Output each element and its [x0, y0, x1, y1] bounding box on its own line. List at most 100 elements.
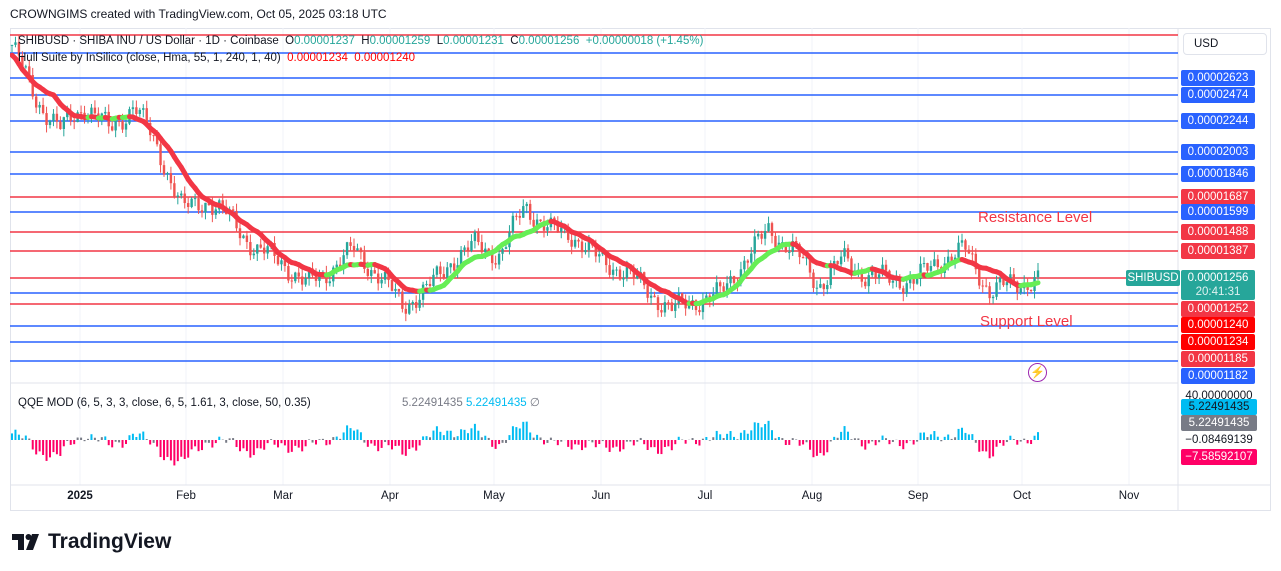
qqe-bar — [114, 440, 117, 442]
qqe-bar — [1012, 439, 1015, 440]
qqe-bar — [453, 437, 456, 440]
candle-body — [535, 219, 539, 227]
qqe-bar — [850, 439, 853, 440]
candle-body — [463, 247, 466, 250]
candle-body — [325, 272, 328, 284]
candle-body — [622, 277, 625, 280]
qqe-bar — [836, 437, 839, 440]
qqe-bar — [598, 440, 601, 445]
qqe-bar — [771, 430, 773, 440]
qqe-bar — [24, 435, 27, 440]
candle-body — [435, 266, 439, 275]
qqe-bar — [729, 431, 732, 440]
qqe-bar — [995, 440, 998, 447]
time-label: Nov — [1118, 490, 1140, 502]
qqe-bar — [435, 426, 438, 440]
candle-body — [135, 107, 138, 114]
qqe-bar — [567, 440, 570, 447]
candle-body — [390, 280, 394, 291]
candle-body — [314, 275, 318, 281]
hull-value-2: 0.00001240 — [354, 52, 416, 64]
qqe-bar — [315, 440, 317, 445]
qqe-bar — [539, 437, 542, 440]
qqe-bar — [601, 440, 604, 442]
tradingview-logo[interactable]: TradingView — [12, 530, 171, 554]
candle-body — [964, 240, 967, 250]
qqe-bar — [518, 428, 521, 440]
qqe-bar — [705, 436, 708, 440]
candle-body — [556, 222, 560, 232]
candle-body — [974, 253, 978, 270]
candle-body — [518, 215, 522, 218]
qqe-bar — [214, 440, 217, 444]
currency-selector[interactable]: USD — [1183, 33, 1267, 55]
qqe-bar — [125, 440, 127, 445]
qqe-bar — [21, 438, 24, 440]
candle-body — [774, 235, 777, 248]
qqe-bar — [843, 426, 846, 440]
candle-body — [981, 285, 984, 287]
candle-body — [971, 253, 974, 255]
qqe-bar — [76, 437, 79, 440]
lightning-icon[interactable]: ⚡ — [1028, 363, 1047, 382]
candle-body — [52, 113, 55, 121]
qqe-bar — [857, 438, 860, 440]
qqe-bar — [318, 439, 321, 440]
candle-body — [594, 245, 598, 257]
candle-body — [114, 121, 117, 131]
candle-body — [138, 109, 142, 114]
qqe-legend[interactable]: QQE MOD (6, 5, 3, 3, close, 6, 5, 1.61, … — [18, 395, 540, 409]
qqe-bar — [180, 440, 183, 457]
candle-body — [846, 248, 850, 259]
bar-countdown: 20:41:31 — [1195, 286, 1241, 298]
qqe-bar — [660, 440, 663, 455]
time-label: Jul — [697, 490, 713, 502]
qqe-bar — [1016, 440, 1019, 445]
qqe-bar — [978, 440, 981, 452]
candle-body — [636, 275, 639, 279]
qqe-bar — [149, 440, 152, 445]
candle-body — [356, 248, 359, 251]
candle-body — [729, 276, 732, 284]
candle-body — [663, 302, 667, 313]
qqe-bar — [581, 440, 583, 451]
qqe-bar — [881, 435, 884, 440]
candle-body — [397, 288, 401, 292]
candle-body — [805, 257, 808, 259]
candle-body — [335, 264, 338, 268]
candle-body — [28, 66, 31, 76]
qqe-bar — [256, 440, 259, 449]
candle-body — [815, 287, 819, 289]
qqe-bar — [128, 435, 131, 440]
chart-frame — [10, 28, 1271, 511]
qqe-bar — [349, 428, 352, 440]
candle-body — [376, 273, 380, 284]
qqe-bar — [52, 440, 55, 453]
price-chart[interactable] — [10, 28, 1271, 511]
qqe-bar — [784, 440, 787, 446]
candle-body — [190, 198, 193, 207]
candle-body — [104, 111, 107, 114]
qqe-bar — [715, 430, 718, 440]
candle-body — [428, 283, 432, 287]
candle-body — [373, 270, 376, 274]
candle-body — [936, 259, 940, 268]
qqe-bar — [767, 420, 770, 440]
qqe-bar — [197, 440, 200, 452]
low-value: 0.00001231 — [443, 35, 504, 47]
price-level-label: 0.00001185 — [1181, 351, 1255, 367]
candle-body — [819, 284, 822, 288]
candle-body — [870, 271, 874, 276]
hull-legend[interactable]: Hull Suite by InSilico (close, Hma, 55, … — [18, 52, 415, 64]
qqe-bar — [508, 435, 511, 440]
candle-body — [753, 236, 756, 254]
qqe-bar — [80, 437, 83, 440]
qqe-bar — [874, 440, 877, 446]
candle-body — [283, 260, 287, 267]
qqe-bar — [853, 438, 856, 440]
symbol-legend[interactable]: SHIBUSD · SHIBA INU / US Dollar · 1D · C… — [18, 35, 703, 47]
qqe-bar — [826, 440, 829, 453]
qqe-bar — [156, 440, 159, 447]
candle-body — [615, 269, 618, 271]
qqe-bar — [263, 440, 266, 450]
